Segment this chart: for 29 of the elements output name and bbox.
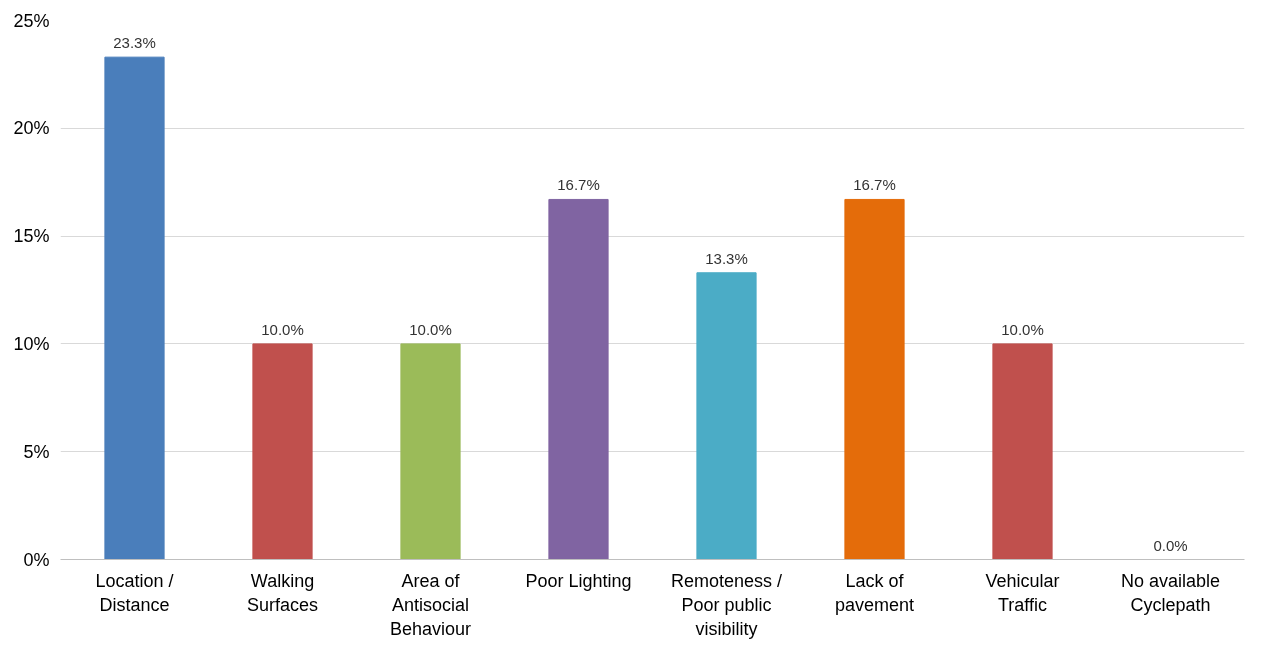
x-tick-label: No available Cyclepath — [1120, 570, 1221, 615]
data-label: 10.0% — [1001, 320, 1044, 338]
x-tick-label: Poor Lighting — [525, 570, 632, 591]
bar — [844, 198, 905, 560]
bar — [992, 343, 1053, 560]
x-tick-label: Walking Surfaces — [246, 570, 319, 615]
y-tick-label: 5% — [23, 441, 50, 462]
y-tick-label: 15% — [13, 226, 50, 247]
y-tick-label: 0% — [23, 549, 50, 570]
bar — [252, 343, 313, 560]
y-tick-label: 10% — [13, 333, 50, 354]
x-tick-label: Vehicular Traffic — [985, 570, 1060, 615]
data-label: 13.3% — [705, 249, 748, 267]
bar — [696, 272, 757, 560]
y-tick-label: 20% — [13, 118, 50, 139]
data-label: 23.3% — [113, 34, 156, 52]
data-label: 0.0% — [1153, 536, 1188, 554]
y-tick-label: 25% — [13, 10, 50, 31]
x-tick-label: Location / Distance — [95, 570, 174, 615]
x-tick-label: Remoteness / Poor public visibility — [670, 570, 783, 639]
data-label: 10.0% — [409, 320, 452, 338]
data-label: 10.0% — [261, 320, 304, 338]
data-label: 16.7% — [853, 176, 896, 194]
bar — [104, 56, 165, 560]
bar — [400, 343, 461, 560]
x-tick-label: Lack of pavement — [834, 570, 915, 615]
bar — [548, 198, 609, 560]
x-tick-label: Area of Antisocial Behaviour — [389, 570, 472, 639]
data-label: 16.7% — [557, 176, 600, 194]
